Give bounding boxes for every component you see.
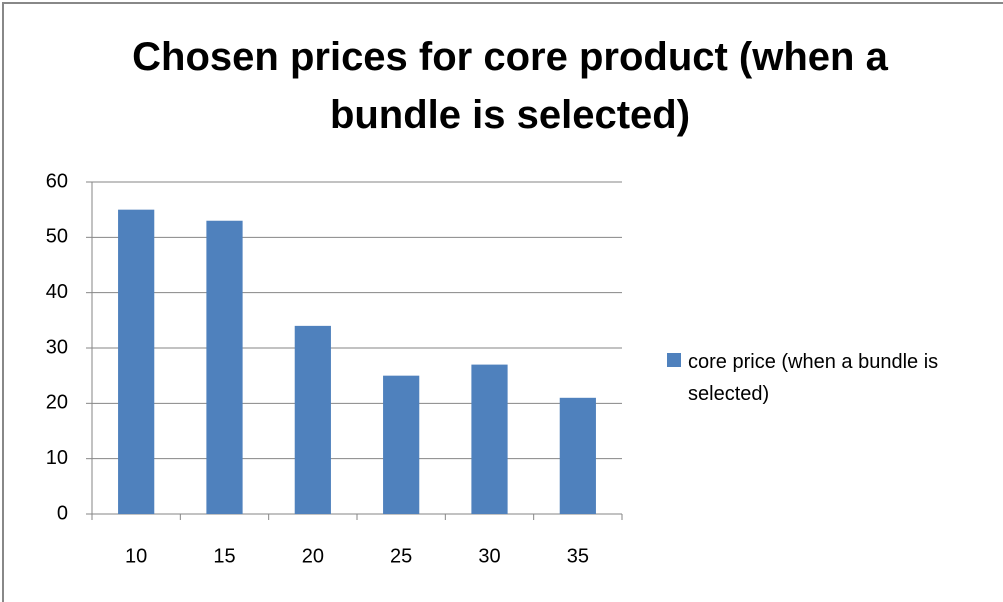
y-tick-label: 50: [46, 226, 68, 248]
bar: [471, 364, 508, 514]
bar: [294, 325, 331, 514]
chart-title: Chosen prices for core product (when a b…: [132, 35, 888, 137]
x-tick-label: 30: [478, 545, 500, 567]
bar: [118, 209, 155, 514]
legend-label: core price (when a bundle is selected): [688, 351, 939, 405]
y-tick-label: 10: [46, 447, 68, 469]
bar: [383, 375, 420, 514]
x-tick-label: 20: [302, 545, 324, 567]
y-tick-label: 40: [46, 281, 68, 303]
y-tick-label: 0: [57, 502, 68, 524]
x-tick-label: 15: [213, 545, 235, 567]
y-tick-label: 20: [46, 392, 68, 414]
x-tick-label: 10: [125, 545, 147, 567]
y-tick-label: 30: [46, 336, 68, 358]
legend-swatch: [667, 353, 681, 367]
y-tick-label: 60: [46, 170, 68, 192]
x-tick-label: 25: [390, 545, 412, 567]
bar: [559, 397, 596, 514]
x-tick-label: 35: [567, 545, 589, 567]
bar: [206, 220, 243, 514]
